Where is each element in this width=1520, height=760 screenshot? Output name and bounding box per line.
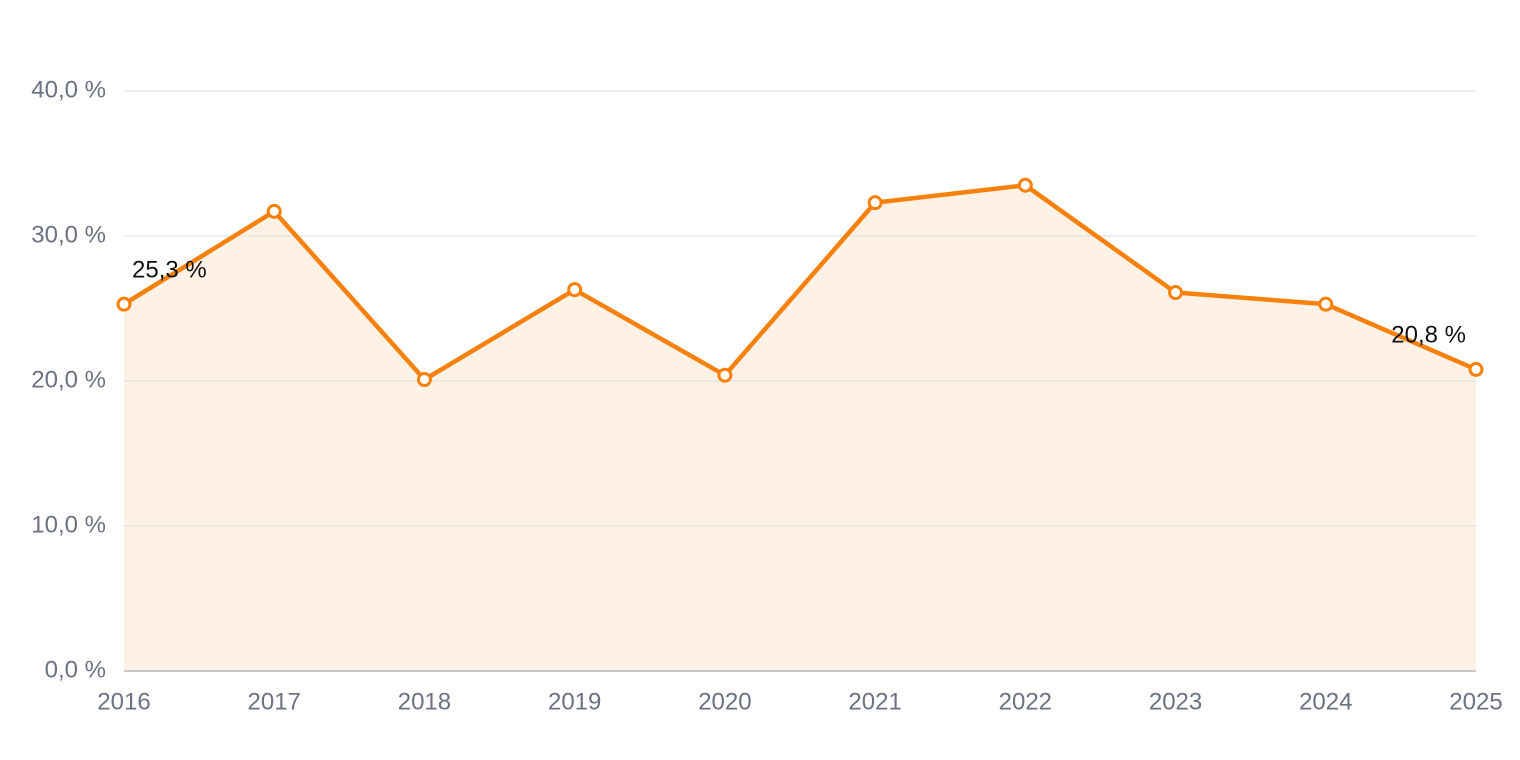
y-tick-label: 40,0 % — [31, 76, 106, 103]
x-tick-label: 2019 — [548, 688, 601, 715]
x-tick-label: 2020 — [698, 688, 751, 715]
x-tick-label: 2017 — [248, 688, 301, 715]
point — [867, 195, 883, 211]
point — [567, 282, 583, 298]
y-tick-label: 0,0 % — [45, 656, 106, 683]
x-tick-label: 2024 — [1299, 688, 1352, 715]
point — [116, 296, 132, 312]
point — [266, 203, 282, 219]
x-tick-label: 2016 — [97, 688, 150, 715]
x-tick-label: 2022 — [999, 688, 1052, 715]
value-label: 20,8 % — [1391, 322, 1466, 349]
x-tick-label: 2025 — [1449, 688, 1502, 715]
point — [717, 367, 733, 383]
point — [1017, 177, 1033, 193]
point — [1468, 361, 1484, 377]
x-tick-label: 2021 — [848, 688, 901, 715]
value-label: 25,3 % — [132, 256, 207, 283]
x-tick-label: 2018 — [398, 688, 451, 715]
point — [1318, 296, 1334, 312]
y-tick-label: 30,0 % — [31, 221, 106, 248]
line — [122, 183, 1477, 382]
area — [124, 185, 1476, 671]
y-tick-label: 10,0 % — [31, 511, 106, 538]
x-tick-label: 2023 — [1149, 688, 1202, 715]
point — [1168, 285, 1184, 301]
point — [416, 372, 432, 388]
y-tick-label: 20,0 % — [31, 366, 106, 393]
